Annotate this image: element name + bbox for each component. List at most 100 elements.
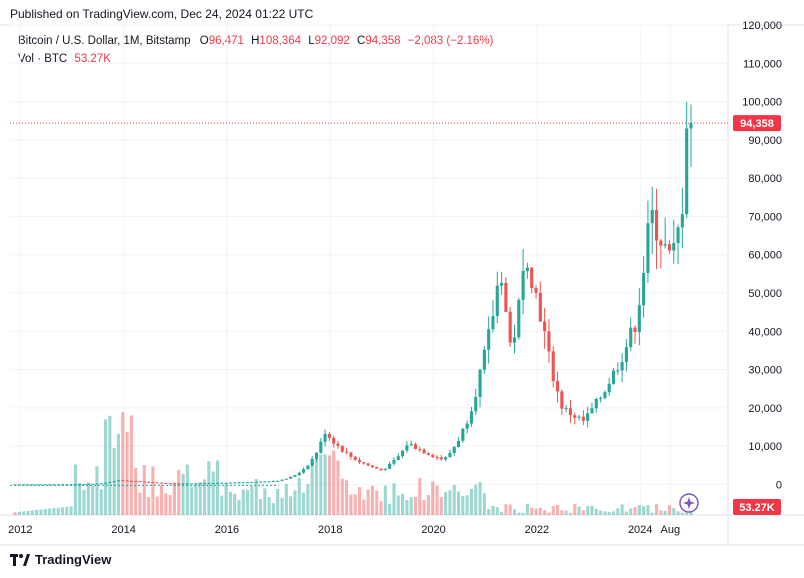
volume-bar (521, 512, 525, 515)
volume-bar (396, 495, 400, 515)
change-value: −2,083 (−2.16%) (407, 35, 494, 47)
candle-body (121, 480, 125, 482)
candles (13, 101, 693, 486)
candle-body (474, 397, 478, 412)
candle-body (607, 383, 611, 393)
volume-bar (319, 454, 323, 515)
volume-bar (250, 485, 254, 515)
volume-bar (409, 497, 413, 515)
close-value: 94,358 (365, 35, 401, 47)
candle-body (624, 347, 628, 362)
volume-bar (551, 506, 555, 515)
volume-bar (676, 511, 680, 515)
volume-bar (469, 488, 474, 515)
candle-body (125, 480, 129, 482)
volume-bar (594, 508, 598, 515)
volume-bar (52, 508, 56, 515)
volume-bar (39, 509, 43, 515)
price-tick-label: 40,000 (748, 326, 782, 338)
volume-bar (30, 510, 34, 515)
volume-bar (65, 506, 69, 515)
candle-body (323, 433, 327, 442)
candle-body (26, 484, 30, 486)
volume-bar (568, 512, 573, 515)
price-tick-label: 30,000 (748, 365, 782, 377)
candle-body (517, 299, 521, 338)
candle-body (504, 282, 508, 312)
candle-body (48, 484, 52, 486)
open-value: 96,471 (208, 35, 244, 47)
volume-bar (444, 492, 448, 515)
volume-bar (495, 507, 499, 515)
time-tick-label: 2022 (525, 524, 549, 536)
candle-body (431, 455, 435, 457)
volume-bar (543, 510, 547, 515)
volume-bar (207, 461, 211, 515)
volume-bar (26, 510, 30, 515)
volume-bar (500, 512, 504, 515)
volume-bar (177, 470, 181, 515)
candle-body (495, 285, 499, 317)
volume-bar (159, 484, 164, 515)
volume-bar (211, 471, 215, 515)
volume-bar (379, 501, 383, 515)
candle-body (667, 244, 672, 251)
volume-bar (254, 479, 258, 515)
volume-bar (190, 486, 194, 515)
volume-bar (456, 491, 461, 515)
volume-bar (534, 508, 538, 515)
volume-bar (491, 505, 495, 515)
volume-bar (104, 419, 108, 515)
candle-body (353, 456, 357, 461)
volume-bar (538, 507, 542, 515)
candle-body (538, 292, 542, 322)
price-tick-label: 70,000 (748, 211, 782, 223)
candle-body (482, 349, 486, 370)
candle-body (375, 466, 379, 469)
volume-bar (289, 496, 293, 515)
candle-body (620, 361, 624, 371)
volume-bar (607, 511, 611, 515)
volume-bar (555, 504, 560, 515)
candle-body (306, 465, 310, 470)
volume-bar (56, 507, 60, 515)
volume-bar (95, 466, 99, 515)
candle-body (35, 484, 39, 486)
volume-bar (60, 507, 65, 515)
candle-body (198, 483, 202, 485)
candle-body (22, 484, 26, 486)
close-label: C (357, 35, 366, 47)
candle-body (302, 469, 306, 473)
candle-body (500, 282, 504, 286)
high-label: H (251, 35, 260, 47)
volume-bar (86, 482, 90, 515)
candle-body (366, 463, 370, 466)
volume-bar (474, 484, 478, 515)
candle-body (73, 484, 77, 486)
candle-body (159, 482, 164, 484)
volume-bar (293, 490, 297, 515)
candle-body (590, 408, 594, 414)
candle-body (138, 481, 142, 483)
tradingview-logo[interactable]: TradingView (10, 552, 111, 567)
time-tick-label: 2012 (8, 524, 32, 536)
candle-body (228, 482, 232, 484)
volume-bar (228, 491, 232, 515)
candle-body (534, 288, 538, 293)
volume-bar (435, 485, 439, 515)
volume-bar (43, 509, 47, 515)
symbol-description: Bitcoin / U.S. Dollar, 1M, Bitstamp (18, 35, 191, 47)
volume-bar (155, 496, 159, 515)
candle-body (435, 456, 439, 458)
candle-body (99, 483, 103, 485)
volume-bar (577, 506, 581, 515)
volume-bar (129, 415, 133, 515)
volume-bar (17, 511, 22, 515)
volume-bar (654, 504, 659, 515)
volume-value: 53.27K (74, 53, 111, 65)
volume-bar (99, 489, 103, 515)
candle-body (357, 460, 362, 463)
candle-body (336, 443, 340, 446)
candle-body (508, 311, 512, 343)
